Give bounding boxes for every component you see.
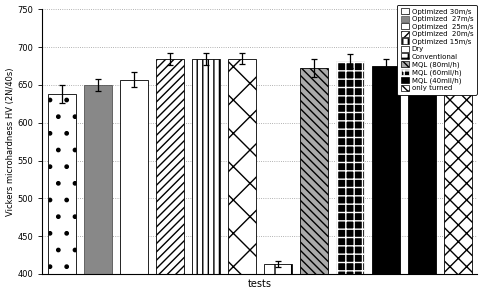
Bar — [300, 68, 328, 274]
X-axis label: tests: tests — [248, 279, 272, 289]
Bar — [84, 85, 112, 274]
Bar — [48, 94, 76, 274]
Bar — [156, 59, 184, 274]
Bar — [372, 66, 400, 274]
Bar — [264, 264, 292, 274]
Y-axis label: Vickers microhardness HV (2N/40s): Vickers microhardness HV (2N/40s) — [6, 67, 14, 216]
Bar — [228, 58, 256, 274]
Bar — [192, 59, 220, 274]
Bar — [408, 77, 436, 274]
Legend: Optimized 30m/s, Optimized  27m/s, Optimized  25m/s, Optimized  20m/s, Optimized: Optimized 30m/s, Optimized 27m/s, Optimi… — [397, 5, 477, 95]
Bar — [443, 50, 472, 274]
Bar — [336, 61, 364, 274]
Bar — [120, 80, 148, 274]
